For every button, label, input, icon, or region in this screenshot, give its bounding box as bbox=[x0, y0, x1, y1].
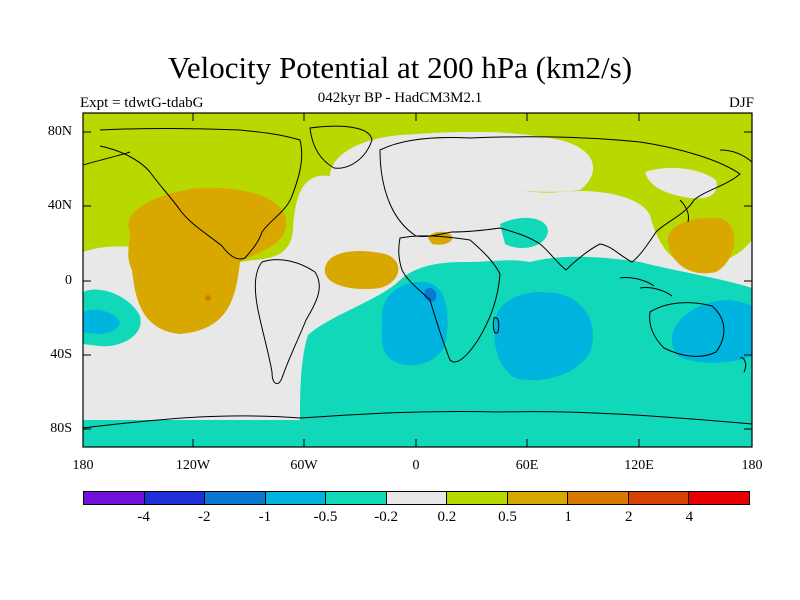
colorbar-swatch bbox=[628, 492, 690, 504]
colorbar-label: 1 bbox=[564, 509, 572, 525]
colorbar-label: -4 bbox=[137, 509, 150, 525]
lon-ticks bbox=[192, 113, 640, 447]
colorbar-swatch bbox=[326, 492, 387, 504]
field-teal-arabia bbox=[500, 217, 548, 248]
coastlines bbox=[83, 125, 752, 429]
colorbar-swatch bbox=[507, 492, 569, 504]
colorbar-label: 2 bbox=[624, 509, 633, 525]
lon-label-180w: 180 bbox=[72, 458, 94, 473]
field-orange-westpacific bbox=[667, 217, 735, 274]
lat-label-eq: 0 bbox=[65, 273, 72, 288]
colorbar-label: -2 bbox=[198, 509, 211, 525]
field-blue-indianocean bbox=[494, 292, 593, 381]
field-darkblue-africa bbox=[424, 287, 437, 302]
lon-label-60e: 60E bbox=[515, 458, 539, 473]
season-label: DJF bbox=[728, 95, 754, 111]
colorbar-swatch bbox=[265, 492, 327, 504]
colorbar bbox=[83, 491, 750, 505]
field-orange-pacific bbox=[128, 187, 287, 334]
lat-label-40s: 40S bbox=[50, 347, 72, 362]
colorbar-label: 4 bbox=[685, 509, 694, 525]
field-neutral-arctic bbox=[330, 131, 594, 192]
plot-frame bbox=[82, 112, 753, 448]
colorbar-swatch bbox=[568, 492, 629, 504]
colorbar-swatch bbox=[205, 492, 266, 504]
lat-ticks bbox=[83, 131, 752, 430]
colorbar-label: 0.5 bbox=[498, 509, 517, 525]
map-field bbox=[83, 113, 752, 447]
lon-label-120e: 120E bbox=[624, 458, 654, 473]
field-teal-south bbox=[83, 420, 752, 447]
colorbar-swatch bbox=[447, 492, 508, 504]
colorbar-label: -0.5 bbox=[313, 509, 338, 525]
map-title: Velocity Potential at 200 hPa (km2/s) bbox=[167, 50, 633, 85]
lon-label-180e: 180 bbox=[741, 458, 763, 473]
field-blue-southpacific bbox=[83, 309, 120, 334]
experiment-label: Expt = tdwtG-tdabG bbox=[80, 95, 204, 111]
lon-label-120w: 120W bbox=[175, 458, 211, 473]
colorbar-swatch bbox=[144, 492, 206, 504]
field-darkorange-dot bbox=[205, 295, 211, 301]
field-orange-atlantic bbox=[324, 250, 399, 290]
lat-label-80n: 80N bbox=[47, 124, 72, 139]
colorbar-swatch bbox=[386, 492, 448, 504]
colorbar-label: -0.2 bbox=[374, 509, 399, 525]
colorbar-label: -1 bbox=[258, 509, 272, 525]
field-blue-australia bbox=[672, 300, 752, 363]
colorbar-swatch bbox=[84, 492, 145, 504]
colorbar-label: 0.2 bbox=[437, 509, 457, 525]
lat-label-80s: 80S bbox=[50, 421, 72, 436]
colorbar-swatch bbox=[689, 492, 750, 504]
lat-label-40n: 40N bbox=[47, 198, 72, 213]
field-neutral-eastasia bbox=[645, 167, 717, 199]
lon-label-60w: 60W bbox=[290, 458, 318, 473]
lon-label-0: 0 bbox=[412, 458, 420, 473]
map-subtitle: 042kyr BP - HadCM3M2.1 bbox=[317, 90, 483, 106]
